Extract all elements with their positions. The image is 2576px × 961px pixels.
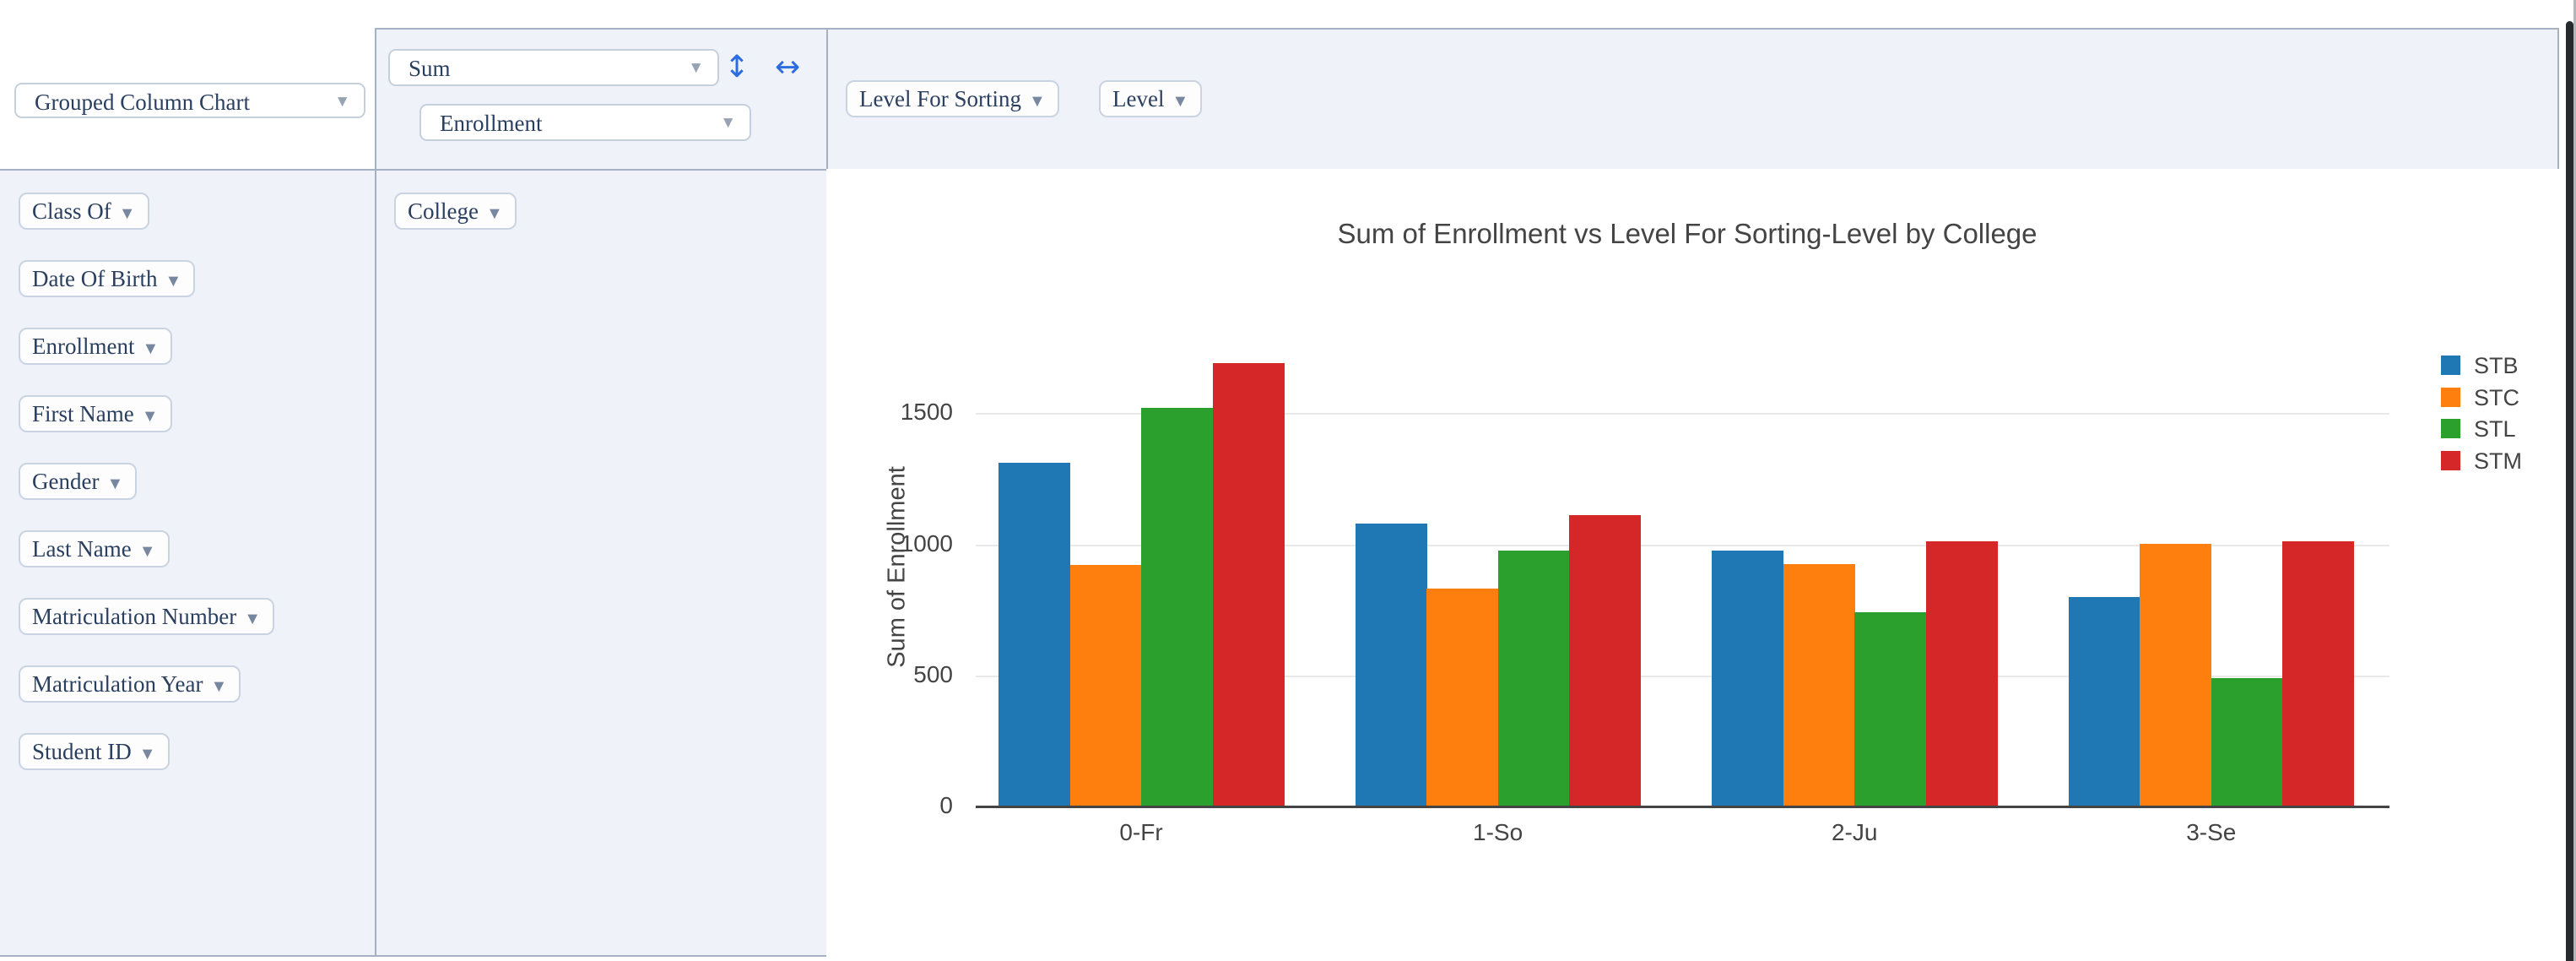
chevron-down-icon: ▼ — [485, 204, 503, 223]
y-axis-title: Sum of Enrollment — [883, 466, 911, 668]
chevron-down-icon: ▼ — [334, 93, 350, 111]
attribute-label: Last Name — [32, 536, 132, 562]
col-attr-level-for-sorting[interactable]: Level For Sorting ▼ — [846, 80, 1059, 117]
renderer-select[interactable]: Grouped Column Chart ▼ — [14, 83, 365, 118]
renderer-select-value: Grouped Column Chart — [35, 90, 250, 115]
chart-title: Sum of Enrollment vs Level For Sorting-L… — [1337, 218, 2038, 249]
bar-STB-2-Ju[interactable] — [1712, 551, 1784, 806]
legend-label-STM[interactable]: STM — [2474, 448, 2522, 474]
unused-attr-gender[interactable]: Gender ▼ — [19, 463, 138, 500]
bar-STL-0-Fr[interactable] — [1141, 408, 1213, 806]
x-tick-1-So: 1-So — [1473, 819, 1523, 845]
chevron-down-icon: ▼ — [210, 677, 228, 696]
border-bottom — [0, 955, 828, 957]
swap-horizontal-icon[interactable]: ↔ — [775, 50, 801, 84]
bar-STM-3-Se[interactable] — [2282, 541, 2355, 806]
x-tick-3-Se: 3-Se — [2186, 819, 2237, 845]
bar-STL-1-So[interactable] — [1497, 551, 1570, 806]
bar-STM-2-Ju[interactable] — [1925, 541, 1998, 806]
legend-label-STB[interactable]: STB — [2474, 353, 2519, 378]
border-top — [375, 28, 2557, 30]
bar-STB-0-Fr[interactable] — [998, 463, 1070, 806]
legend-swatch-STC[interactable] — [2441, 387, 2460, 407]
col-attrs-cell — [826, 28, 2557, 169]
bar-STL-3-Se[interactable] — [2211, 678, 2283, 806]
unused-attr-date-of-birth[interactable]: Date Of Birth ▼ — [19, 260, 196, 297]
chevron-down-icon: ▼ — [106, 475, 124, 493]
attribute-label: First Name — [32, 401, 134, 426]
unused-attr-student-id[interactable]: Student ID ▼ — [19, 733, 170, 770]
border-vertical-1 — [375, 28, 376, 955]
attribute-label: Date Of Birth — [32, 266, 158, 291]
unused-attr-class-of[interactable]: Class Of ▼ — [19, 193, 149, 230]
chevron-down-icon: ▼ — [688, 59, 704, 77]
vertical-scrollbar-track[interactable] — [2566, 0, 2576, 961]
y-tick-0: 0 — [939, 792, 953, 818]
unused-attr-first-name[interactable]: First Name ▼ — [19, 395, 172, 432]
bar-STC-1-So[interactable] — [1426, 589, 1499, 806]
attribute-label: Class Of — [32, 198, 111, 224]
aggregator-select-value: Sum — [409, 56, 451, 81]
bar-STC-3-Se[interactable] — [2140, 544, 2212, 806]
attribute-label: Matriculation Year — [32, 671, 203, 697]
unused-attr-matriculation-year[interactable]: Matriculation Year ▼ — [19, 665, 241, 703]
chevron-down-icon: ▼ — [142, 339, 160, 358]
y-tick-500: 500 — [913, 660, 953, 687]
aggregator-select[interactable]: Sum ▼ — [388, 49, 719, 86]
chevron-down-icon: ▼ — [244, 610, 261, 628]
chevron-down-icon: ▼ — [720, 114, 736, 132]
bar-STM-0-Fr[interactable] — [1212, 363, 1285, 806]
legend-swatch-STM[interactable] — [2441, 450, 2460, 470]
y-tick-1500: 1500 — [900, 399, 953, 426]
aggregator-and-row-attrs-cell — [375, 28, 826, 955]
chart-area: Sum of Enrollment vs Level For Sorting-L… — [826, 169, 2566, 961]
unused-attr-last-name[interactable]: Last Name ▼ — [19, 530, 170, 567]
chevron-down-icon: ▼ — [141, 407, 159, 426]
x-tick-2-Ju: 2-Ju — [1831, 819, 1878, 845]
y-tick-1000: 1000 — [900, 529, 953, 557]
bar-STL-2-Ju[interactable] — [1854, 612, 1927, 806]
chevron-down-icon: ▼ — [138, 542, 156, 561]
swap-rows-cols-icon[interactable]: ↕ — [724, 50, 750, 84]
chevron-down-icon: ▼ — [118, 204, 136, 223]
attribute-label: Student ID — [32, 739, 132, 764]
attribute-label: Enrollment — [32, 334, 135, 359]
bar-STC-2-Ju[interactable] — [1783, 564, 1855, 806]
legend-swatch-STL[interactable] — [2441, 419, 2460, 438]
attribute-label: Level — [1112, 86, 1165, 111]
aggregator-argument-value: Enrollment — [440, 111, 543, 136]
attribute-label: Level For Sorting — [859, 86, 1021, 111]
bar-STB-1-So[interactable] — [1355, 524, 1427, 806]
vertical-scrollbar-thumb[interactable] — [2566, 21, 2573, 961]
col-attr-level[interactable]: Level ▼ — [1099, 80, 1203, 117]
unused-attr-enrollment[interactable]: Enrollment ▼ — [19, 328, 173, 365]
row-attr-college[interactable]: College ▼ — [394, 193, 517, 230]
bar-STM-1-So[interactable] — [1569, 515, 1642, 806]
x-tick-0-Fr: 0-Fr — [1119, 819, 1163, 845]
aggregator-argument-select[interactable]: Enrollment ▼ — [419, 104, 751, 141]
chevron-down-icon: ▼ — [1172, 92, 1189, 111]
legend-label-STL[interactable]: STL — [2474, 416, 2516, 442]
gridline-1500 — [976, 413, 2389, 415]
border-right — [2557, 28, 2559, 171]
gridline-500 — [976, 675, 2389, 677]
chevron-down-icon: ▼ — [138, 745, 156, 763]
attribute-label: College — [408, 198, 479, 224]
attribute-label: Matriculation Number — [32, 604, 237, 629]
attribute-label: Gender — [32, 469, 100, 494]
chevron-down-icon: ▼ — [165, 272, 182, 290]
chevron-down-icon: ▼ — [1028, 92, 1046, 111]
bar-STC-0-Fr[interactable] — [1069, 565, 1142, 806]
gridline-1000 — [976, 544, 2389, 546]
unused-attr-matriculation-number[interactable]: Matriculation Number ▼ — [19, 598, 274, 635]
legend-label-STC[interactable]: STC — [2474, 384, 2519, 410]
legend-swatch-STB[interactable] — [2441, 356, 2460, 375]
bar-STB-3-Se[interactable] — [2068, 597, 2140, 806]
x-axis-line — [976, 806, 2389, 808]
